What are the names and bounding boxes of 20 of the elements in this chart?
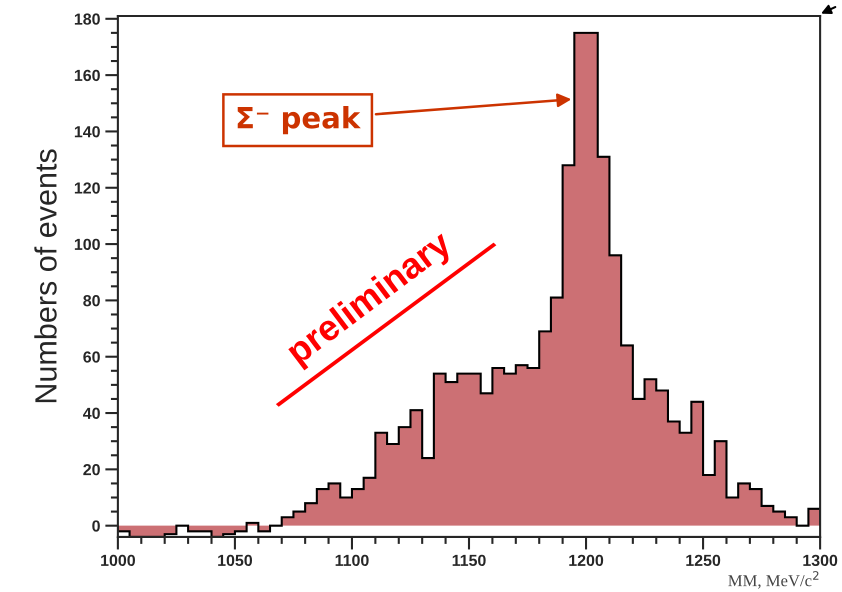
annotation: Σ⁻ peak [238,106,361,134]
y-tick-label: 60 [83,351,100,363]
y-tick-label: 140 [74,126,100,138]
y-tick-label: 180 [74,13,100,25]
y-axis-title: Numbers of events [34,149,57,402]
x-axis-title: MM, MeV/c$^{2}$ [728,571,818,589]
y-tick-label: 40 [82,408,100,419]
x-tick-label: 1200 [569,554,604,566]
x-tick-label: 1300 [803,554,838,566]
y-tick-label: 160 [74,70,100,82]
y-tick-label: 0 [92,520,100,532]
x-tick-label: 1050 [218,554,252,566]
x-tick-label: 1000 [101,554,135,566]
x-tick-label: 1150 [452,554,486,566]
y-tick-label: 120 [74,182,100,194]
y-tick-label: 100 [74,238,100,250]
x-tick-label: 1100 [336,554,369,566]
x-tick-label: 1250 [686,554,720,566]
y-tick-label: 20 [83,464,100,476]
y-tick-label: 80 [83,295,100,306]
